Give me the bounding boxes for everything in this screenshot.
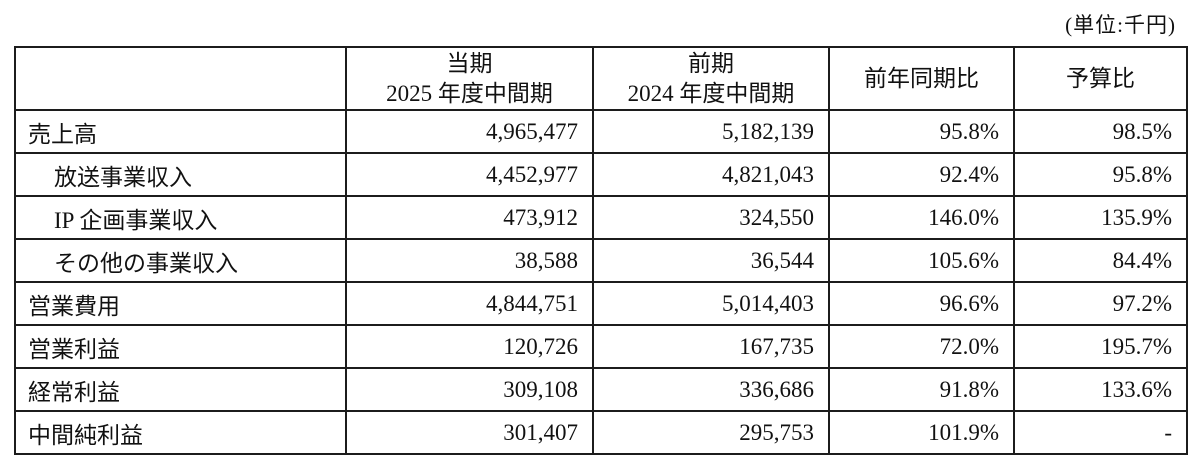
cell-budget: 95.8% <box>1013 152 1188 197</box>
cell-budget: 133.6% <box>1013 367 1188 412</box>
header-label-column <box>14 46 347 111</box>
table-row: 営業利益 120,726 167,735 72.0% 195.7% <box>14 324 1188 369</box>
cell-prior: 5,014,403 <box>592 281 830 326</box>
row-label: 経常利益 <box>14 367 347 412</box>
table-row: その他の事業収入 38,588 36,544 105.6% 84.4% <box>14 238 1188 283</box>
cell-prior: 324,550 <box>592 195 830 240</box>
cell-budget: 98.5% <box>1013 109 1188 154</box>
cell-prior: 36,544 <box>592 238 830 283</box>
cell-budget: 97.2% <box>1013 281 1188 326</box>
cell-budget: 84.4% <box>1013 238 1188 283</box>
row-label: 営業利益 <box>14 324 347 369</box>
table-row: IP 企画事業収入 473,912 324,550 146.0% 135.9% <box>14 195 1188 240</box>
cell-budget: - <box>1013 410 1188 455</box>
table-body: 売上高 4,965,477 5,182,139 95.8% 98.5% 放送事業… <box>14 109 1188 455</box>
cell-prior: 5,182,139 <box>592 109 830 154</box>
cell-current: 38,588 <box>345 238 594 283</box>
row-label: 放送事業収入 <box>14 152 347 197</box>
cell-yoy: 146.0% <box>828 195 1015 240</box>
cell-current: 4,844,751 <box>345 281 594 326</box>
row-label: 営業費用 <box>14 281 347 326</box>
cell-prior: 167,735 <box>592 324 830 369</box>
table-header: 当期 2025 年度中間期 前期 2024 年度中間期 前年同期比 予算比 <box>14 46 1188 111</box>
header-row: 当期 2025 年度中間期 前期 2024 年度中間期 前年同期比 予算比 <box>14 46 1188 111</box>
cell-budget: 195.7% <box>1013 324 1188 369</box>
cell-prior: 4,821,043 <box>592 152 830 197</box>
header-prior-period-line1: 前期 <box>688 50 734 76</box>
cell-current: 473,912 <box>345 195 594 240</box>
financial-summary-page: (単位:千円) 当期 2025 年度中間期 前期 2024 年度中間期 前年同期… <box>14 13 1188 455</box>
cell-yoy: 72.0% <box>828 324 1015 369</box>
row-label: IP 企画事業収入 <box>14 195 347 240</box>
cell-yoy: 95.8% <box>828 109 1015 154</box>
header-current-period: 当期 2025 年度中間期 <box>345 46 594 111</box>
cell-current: 4,965,477 <box>345 109 594 154</box>
cell-prior: 295,753 <box>592 410 830 455</box>
table-row: 中間純利益 301,407 295,753 101.9% - <box>14 410 1188 455</box>
header-yoy-ratio: 前年同期比 <box>828 46 1015 111</box>
table-row: 売上高 4,965,477 5,182,139 95.8% 98.5% <box>14 109 1188 154</box>
cell-yoy: 96.6% <box>828 281 1015 326</box>
header-current-period-line2: 2025 年度中間期 <box>386 80 553 106</box>
cell-yoy: 105.6% <box>828 238 1015 283</box>
table-row: 放送事業収入 4,452,977 4,821,043 92.4% 95.8% <box>14 152 1188 197</box>
unit-label: (単位:千円) <box>1065 13 1176 37</box>
cell-yoy: 92.4% <box>828 152 1015 197</box>
cell-current: 309,108 <box>345 367 594 412</box>
table-row: 営業費用 4,844,751 5,014,403 96.6% 97.2% <box>14 281 1188 326</box>
header-prior-period: 前期 2024 年度中間期 <box>592 46 830 111</box>
financial-results-table: 当期 2025 年度中間期 前期 2024 年度中間期 前年同期比 予算比 売上… <box>14 46 1188 455</box>
row-label: その他の事業収入 <box>14 238 347 283</box>
header-prior-period-line2: 2024 年度中間期 <box>627 80 795 106</box>
cell-current: 301,407 <box>345 410 594 455</box>
header-budget-ratio: 予算比 <box>1013 46 1188 111</box>
cell-current: 4,452,977 <box>345 152 594 197</box>
cell-current: 120,726 <box>345 324 594 369</box>
cell-yoy: 91.8% <box>828 367 1015 412</box>
table-row: 経常利益 309,108 336,686 91.8% 133.6% <box>14 367 1188 412</box>
cell-prior: 336,686 <box>592 367 830 412</box>
header-current-period-line1: 当期 <box>446 50 493 76</box>
row-label: 中間純利益 <box>14 410 347 455</box>
cell-budget: 135.9% <box>1013 195 1188 240</box>
cell-yoy: 101.9% <box>828 410 1015 455</box>
row-label: 売上高 <box>14 109 347 154</box>
